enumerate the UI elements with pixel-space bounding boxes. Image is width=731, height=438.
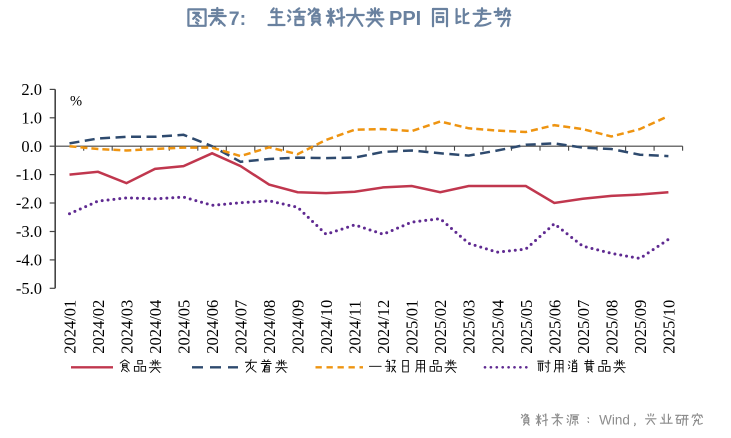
svg-text:-2.0: -2.0 — [16, 194, 42, 213]
svg-text:2025/08: 2025/08 — [602, 300, 621, 354]
svg-text:2025/10: 2025/10 — [659, 300, 678, 354]
svg-text:2025/06: 2025/06 — [545, 300, 564, 354]
svg-text:0.0: 0.0 — [21, 137, 42, 156]
svg-text:2024/05: 2024/05 — [175, 300, 194, 354]
svg-text:2025/03: 2025/03 — [460, 300, 479, 354]
svg-text:2024/08: 2024/08 — [260, 300, 279, 354]
svg-text:2025/04: 2025/04 — [488, 300, 507, 354]
svg-text:2024/02: 2024/02 — [89, 300, 108, 354]
svg-text:2025/07: 2025/07 — [574, 300, 593, 354]
svg-text:-3.0: -3.0 — [16, 222, 42, 241]
svg-text:2024/06: 2024/06 — [203, 300, 222, 354]
svg-text:1.0: 1.0 — [21, 108, 42, 127]
svg-text:2024/01: 2024/01 — [61, 300, 80, 354]
svg-text:2025/05: 2025/05 — [517, 300, 536, 354]
svg-text:Wind: Wind — [599, 412, 630, 427]
svg-text:PPI: PPI — [389, 8, 421, 30]
svg-text:2024/12: 2024/12 — [374, 300, 393, 354]
svg-text:2024/04: 2024/04 — [146, 300, 165, 354]
svg-text:2025/09: 2025/09 — [631, 300, 650, 354]
svg-text:2.0: 2.0 — [21, 80, 42, 99]
svg-text:2024/09: 2024/09 — [289, 300, 308, 354]
svg-text:2024/10: 2024/10 — [317, 300, 336, 354]
svg-text:-1.0: -1.0 — [16, 165, 42, 184]
svg-text:-5.0: -5.0 — [16, 279, 42, 298]
svg-text:2024/11: 2024/11 — [346, 300, 365, 353]
svg-text:2024/03: 2024/03 — [118, 300, 137, 354]
svg-text:%: % — [70, 94, 82, 110]
svg-text:7:: 7: — [229, 8, 246, 30]
svg-text:2024/07: 2024/07 — [232, 300, 251, 354]
svg-text:2025/02: 2025/02 — [431, 300, 450, 354]
svg-text:2025/01: 2025/01 — [403, 300, 422, 354]
svg-text:-4.0: -4.0 — [16, 251, 42, 270]
